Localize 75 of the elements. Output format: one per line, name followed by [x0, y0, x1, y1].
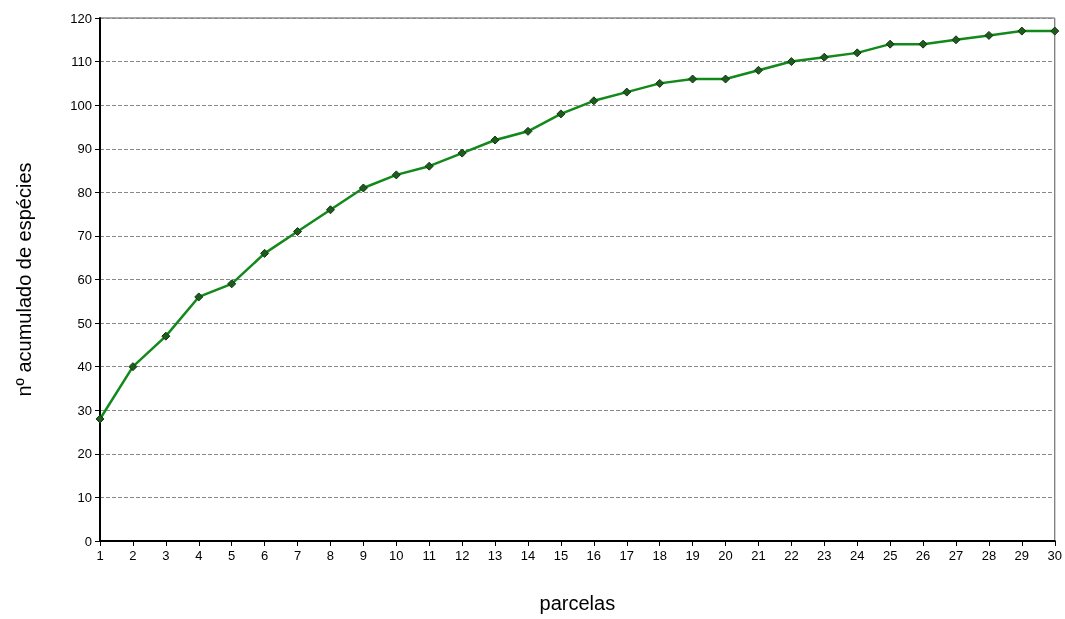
point [490, 135, 500, 145]
y-tick-label: 40 [77, 359, 92, 375]
point [589, 96, 599, 106]
y-tick-label: 70 [77, 228, 92, 244]
x-tick-label: 4 [195, 548, 203, 563]
point [786, 57, 796, 67]
point [622, 87, 632, 97]
point [1050, 26, 1060, 36]
x-tick-label: 10 [389, 548, 404, 563]
point [688, 74, 698, 84]
y-axis-title: nº acumulado de espécies [13, 162, 35, 397]
y-tick-label: 90 [77, 141, 92, 157]
x-tick-label: 1 [96, 548, 104, 563]
point [852, 48, 862, 58]
point [885, 39, 895, 49]
y-tick-label: 0 [84, 533, 92, 549]
x-tick-label: 8 [326, 548, 335, 563]
point [655, 78, 665, 88]
x-tick-label: 23 [817, 548, 832, 563]
point [95, 414, 105, 424]
y-tick-label: 50 [77, 315, 92, 331]
x-tick-label: 14 [520, 548, 536, 563]
x-tick-label: 29 [1014, 548, 1030, 563]
x-tick-label: 6 [261, 548, 269, 563]
y-tick-label: 100 [70, 97, 92, 113]
point [523, 126, 533, 136]
point [918, 39, 928, 49]
x-tick-label: 28 [981, 548, 997, 563]
point [358, 183, 368, 193]
x-tick-label: 22 [784, 548, 799, 563]
y-tick-label: 80 [77, 184, 92, 200]
x-tick-label: 11 [422, 548, 436, 563]
point [194, 292, 204, 302]
x-tick-label: 5 [228, 548, 236, 563]
point [227, 279, 237, 289]
point [128, 362, 138, 372]
point [325, 205, 335, 215]
x-tick-label: 17 [619, 548, 634, 563]
y-tick-label: 120 [70, 10, 92, 26]
x-tick-label: 20 [718, 548, 733, 563]
x-tick-label: 12 [454, 548, 470, 563]
x-tick-label: 13 [487, 548, 503, 563]
x-axis-title: parcelas [539, 592, 616, 614]
x-tick-label: 2 [129, 548, 137, 563]
x-tick-label: 19 [685, 548, 700, 563]
x-tick-label: 24 [850, 548, 865, 563]
point [293, 227, 303, 237]
x-tick-label: 15 [553, 548, 569, 563]
y-tick-label: 60 [77, 272, 92, 287]
point [984, 30, 994, 40]
x-tick-label: 26 [915, 548, 931, 563]
x-tick-label: 30 [1047, 548, 1062, 563]
y-tick-label: 10 [77, 489, 92, 505]
y-tick-label: 30 [77, 402, 92, 418]
point [424, 161, 434, 171]
point [457, 148, 467, 158]
point [819, 52, 829, 62]
point [1017, 26, 1027, 36]
point [951, 35, 961, 45]
point [556, 109, 566, 119]
x-tick-label: 25 [882, 548, 898, 563]
x-tick-label: 9 [359, 548, 367, 563]
x-tick-label: 27 [948, 548, 964, 563]
point [721, 74, 731, 84]
point [391, 170, 401, 180]
point [161, 331, 171, 341]
point [260, 248, 270, 258]
x-tick-label: 18 [652, 548, 667, 563]
y-tick-label: 20 [77, 446, 92, 462]
x-tick-label: 16 [586, 548, 602, 563]
x-tick-label: 3 [162, 548, 170, 563]
point [753, 65, 763, 75]
x-tick-label: 7 [293, 548, 302, 563]
x-tick-label: 21 [751, 548, 766, 563]
y-tick-label: 110 [71, 54, 92, 70]
